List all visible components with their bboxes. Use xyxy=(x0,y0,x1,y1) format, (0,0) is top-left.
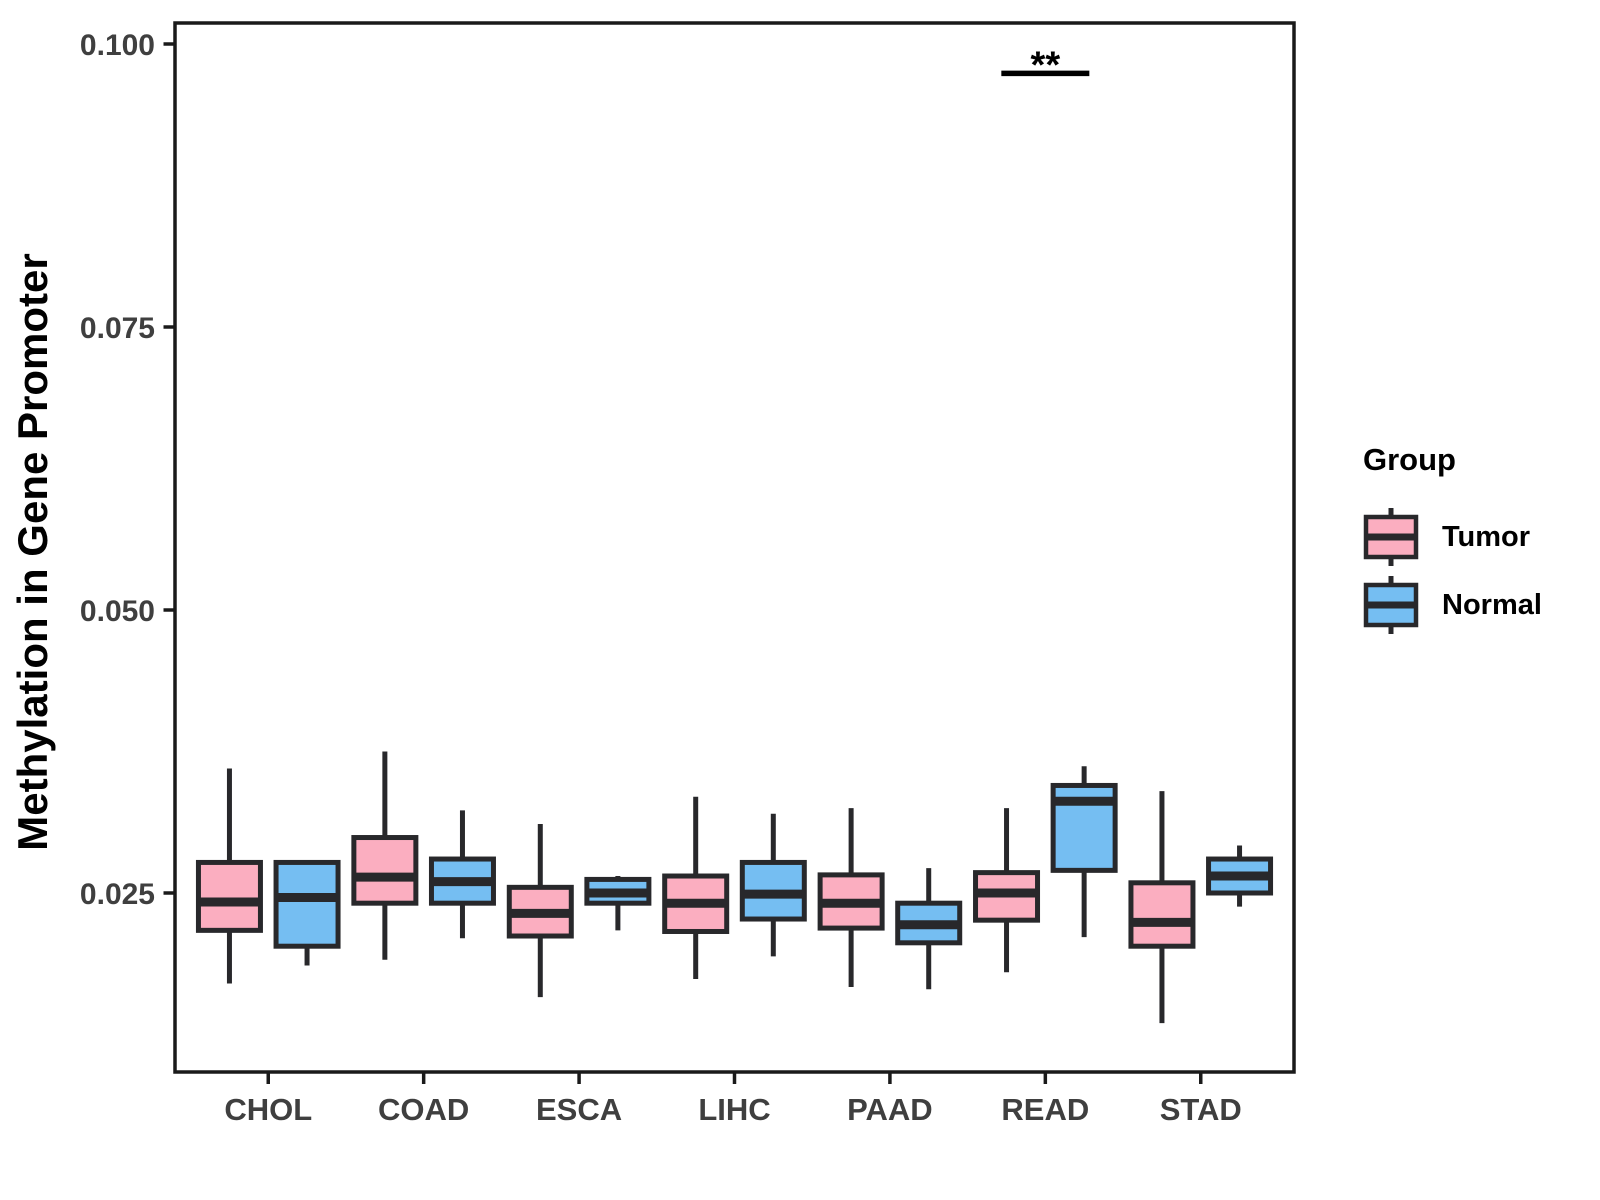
legend-title: Group xyxy=(1363,442,1456,477)
normal-boxplot-glyph xyxy=(1363,576,1419,634)
x-tick-label-ESCA: ESCA xyxy=(536,1092,622,1127)
y-tick-label-0.050: 0.050 xyxy=(80,595,155,628)
x-tick-label-COAD: COAD xyxy=(378,1092,469,1127)
y-tick-label-0.100: 0.100 xyxy=(80,29,155,62)
legend-label-normal: Normal xyxy=(1442,588,1542,621)
y-tick-label-0.025: 0.025 xyxy=(80,878,155,911)
legend-label-tumor: Tumor xyxy=(1442,520,1531,553)
legend-item-tumor: Tumor xyxy=(1363,508,1542,566)
x-tick-label-CHOL: CHOL xyxy=(224,1092,312,1127)
x-tick-label-STAD: STAD xyxy=(1160,1092,1242,1127)
x-tick-label-PAAD: PAAD xyxy=(847,1092,933,1127)
box-tumor-CHOL xyxy=(195,859,263,933)
legend-item-normal: Normal xyxy=(1363,576,1542,634)
x-tick-label-LIHC: LIHC xyxy=(698,1092,770,1127)
legend: Group Tumor Normal xyxy=(1363,444,1542,634)
significance-stars-READ: ** xyxy=(1031,45,1061,87)
panel-border xyxy=(173,21,1296,1074)
y-axis-title: Methylation in Gene Promoter xyxy=(9,253,56,851)
box-tumor-COAD xyxy=(351,835,419,906)
tumor-boxplot-glyph xyxy=(1363,508,1419,566)
y-tick-label-0.075: 0.075 xyxy=(80,312,155,345)
box-tumor-STAD xyxy=(1128,880,1196,949)
x-tick-label-READ: READ xyxy=(1001,1092,1089,1127)
box-normal-CHOL xyxy=(273,859,341,949)
